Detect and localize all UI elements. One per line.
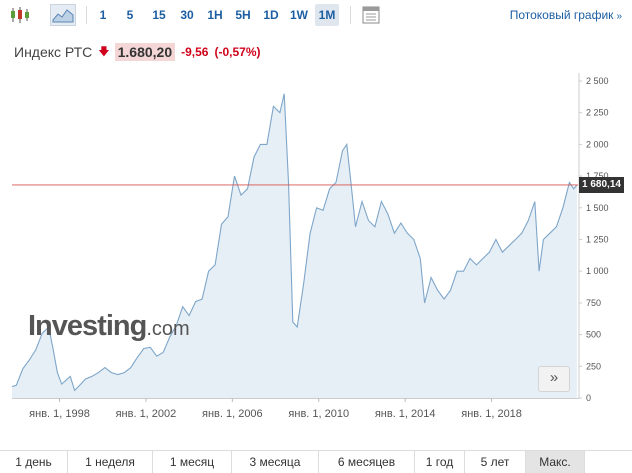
x-tick-label: янв. 1, 2014 <box>375 408 436 420</box>
price-chart[interactable]: 0 250 500 750 1 000 1 250 1 500 1 750 2 000 2 250… <box>0 70 632 430</box>
interval-15[interactable]: 15 <box>152 8 166 22</box>
range-1-year[interactable]: 1 год <box>415 451 465 473</box>
y-tick-label: 500 <box>586 330 601 340</box>
streaming-chart-label: Потоковый график <box>509 8 614 22</box>
chart-toolbar: 1 5 15 30 1H 5H 1D 1W 1M Потоковый графи… <box>0 0 632 30</box>
watermark-suffix: .com <box>146 318 190 340</box>
instrument-header: Индекс РТС 🡇 1.680,20 -9,56 (-0,57%) <box>14 42 260 62</box>
range-5-years[interactable]: 5 лет <box>465 451 526 473</box>
instrument-name: Индекс РТС <box>14 44 93 60</box>
interval-1m[interactable]: 1M <box>315 4 339 26</box>
range-1-month[interactable]: 1 месяц <box>153 451 232 473</box>
range-1-week[interactable]: 1 неделя <box>68 451 153 473</box>
range-3-months[interactable]: 3 месяца <box>232 451 319 473</box>
y-tick-label: 750 <box>586 298 601 308</box>
time-range-bar: 1 день 1 неделя 1 месяц 3 месяца 6 месяц… <box>0 450 632 473</box>
expand-chart-button[interactable]: » <box>538 366 570 392</box>
instrument-price: 1.680,20 <box>114 43 176 61</box>
x-tick-label: янв. 1, 2002 <box>116 408 177 420</box>
interval-1w[interactable]: 1W <box>290 8 308 22</box>
y-tick-label: 0 <box>586 393 591 403</box>
interval-5h[interactable]: 5H <box>235 8 251 22</box>
last-price-label: 1 680,14 <box>579 177 624 193</box>
y-tick-label: 1 750 <box>586 171 609 181</box>
y-tick-label: 1 250 <box>586 235 609 245</box>
toolbar-separator <box>350 6 351 24</box>
x-tick-label: янв. 1, 2006 <box>202 408 263 420</box>
y-tick-label: 1 500 <box>586 203 609 213</box>
x-tick-label: янв. 1, 2018 <box>461 408 522 420</box>
range-1-day[interactable]: 1 день <box>0 451 68 473</box>
interval-1h[interactable]: 1H <box>207 8 223 22</box>
toolbar-separator <box>86 6 87 24</box>
series-area <box>12 93 577 398</box>
price-chart-svg: 0 250 500 750 1 000 1 250 1 500 1 750 2 000 2 250… <box>11 73 609 420</box>
interval-30[interactable]: 30 <box>180 8 194 22</box>
range-max[interactable]: Макс. <box>526 451 585 473</box>
interval-5[interactable]: 5 <box>126 8 134 22</box>
streaming-chart-link[interactable]: Потоковый график» <box>510 8 622 22</box>
y-tick-label: 2 000 <box>586 139 609 149</box>
investing-watermark: Investing.com <box>28 310 190 343</box>
area-chart-icon[interactable] <box>50 4 76 26</box>
y-tick-label: 2 500 <box>586 76 609 86</box>
range-6-months[interactable]: 6 месяцев <box>319 451 415 473</box>
y-tick-label: 250 <box>586 361 601 371</box>
x-tick-label: янв. 1, 1998 <box>29 408 90 420</box>
instrument-change-percent: (-0,57%) <box>214 45 261 59</box>
y-tick-label: 2 250 <box>586 108 609 118</box>
instrument-change: -9,56 <box>181 45 209 59</box>
y-tick-label: 1 000 <box>586 266 609 276</box>
interval-1d[interactable]: 1D <box>263 8 279 22</box>
table-view-icon[interactable] <box>360 4 384 26</box>
arrow-down-icon: 🡇 <box>98 45 110 58</box>
watermark-brand: Investing <box>28 310 147 342</box>
series-line <box>11 93 578 392</box>
x-tick-label: янв. 1, 2010 <box>288 408 349 420</box>
candlestick-icon[interactable] <box>8 4 32 26</box>
interval-1[interactable]: 1 <box>99 8 107 22</box>
chevron-right-icon: » <box>616 11 622 22</box>
